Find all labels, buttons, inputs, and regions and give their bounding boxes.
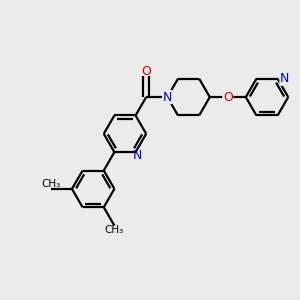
Text: CH₃: CH₃ [41, 179, 60, 190]
Text: N: N [163, 91, 172, 103]
Text: O: O [223, 91, 233, 103]
Text: N: N [280, 72, 289, 85]
Text: N: N [132, 148, 142, 162]
Text: O: O [141, 65, 151, 78]
Text: CH₃: CH₃ [105, 225, 124, 235]
